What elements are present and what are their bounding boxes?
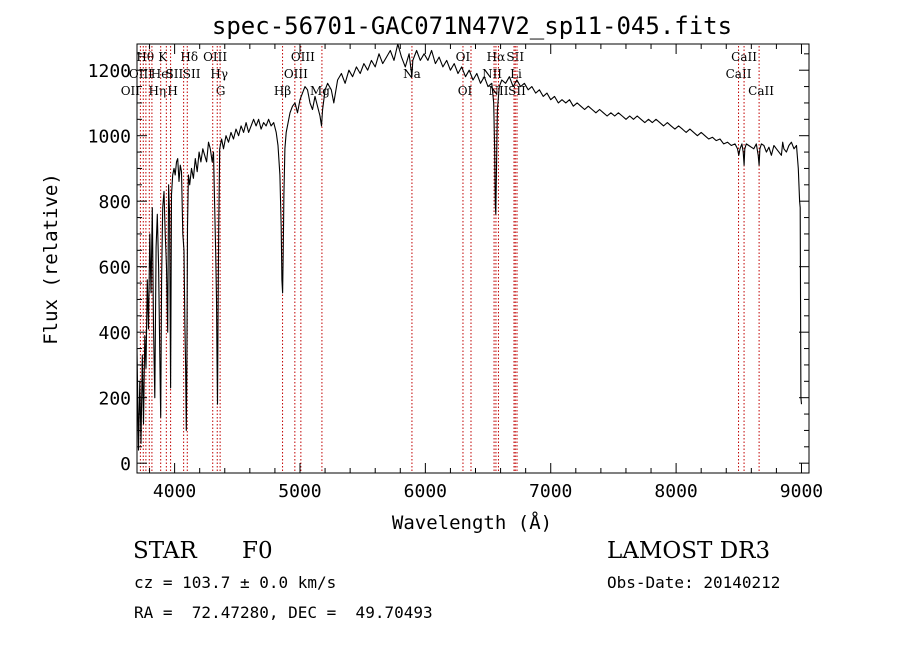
- y-tick-label: 600: [98, 258, 131, 279]
- line-marker-label: Hδ: [180, 50, 198, 64]
- line-marker-label: Hβ: [274, 84, 291, 98]
- x-tick-label: 9000: [780, 481, 823, 502]
- line-marker-label: OIII: [129, 67, 153, 81]
- line-marker-label: Hη: [148, 84, 166, 98]
- axis-ticks: 4000 5000 6000 7000 8000 9000 0 200 400 600 800 100…: [88, 44, 823, 502]
- x-tick-label: 6000: [404, 481, 447, 502]
- line-marker-label: OIII: [203, 50, 227, 64]
- line-markers: OIIHθOIIIHηHeIKSIIHHδSIIGHγOIIIHβOIIIOII…: [121, 46, 774, 473]
- survey-name: LAMOST DR3: [607, 538, 771, 564]
- line-marker-label: G: [216, 84, 226, 98]
- line-marker-label: Li: [510, 67, 522, 81]
- chart-title: spec-56701-GAC071N47V2_sp11-045.fits: [212, 12, 732, 40]
- line-marker-label: SII: [165, 67, 183, 81]
- x-tick-label: 4000: [153, 481, 196, 502]
- line-marker-label: CaII: [731, 50, 757, 64]
- y-tick-label: 0: [120, 454, 131, 475]
- y-tick-label: 1000: [88, 127, 131, 148]
- obs-date: Obs-Date: 20140212: [607, 573, 781, 592]
- line-marker-label: Mg: [310, 84, 330, 98]
- spectrum-line: [136, 43, 803, 451]
- subclass: F0: [242, 538, 273, 564]
- x-axis-label: Wavelength (Å): [392, 511, 552, 534]
- line-marker-label: K: [158, 50, 168, 64]
- line-marker-label: OIII: [284, 67, 308, 81]
- line-marker-label: Hα: [487, 50, 506, 64]
- line-marker-label: Hγ: [210, 67, 228, 81]
- line-marker-label: SII: [183, 67, 201, 81]
- line-marker-label: HeI: [151, 67, 174, 81]
- y-tick-label: 1200: [88, 61, 131, 82]
- object-class: STAR: [133, 538, 197, 564]
- line-marker-label: SII: [508, 84, 526, 98]
- y-tick-label: 800: [98, 192, 131, 213]
- line-marker-label: OI: [456, 50, 471, 64]
- line-marker-label: OII: [121, 84, 141, 98]
- x-tick-label: 7000: [529, 481, 572, 502]
- line-marker-label: CaII: [726, 67, 752, 81]
- line-marker-label: OI: [458, 84, 473, 98]
- y-axis-label: Flux (relative): [40, 173, 62, 345]
- plot-frame: [136, 43, 810, 474]
- y-tick-label: 400: [98, 323, 131, 344]
- y-tick-label: 200: [98, 389, 131, 410]
- x-tick-label: 8000: [654, 481, 697, 502]
- redshift-text: cz = 103.7 ± 0.0 km/s: [134, 573, 337, 592]
- coordinates: RA = 72.47280, DEC = 49.70493: [134, 603, 433, 622]
- line-marker-label: H: [167, 84, 177, 98]
- line-marker-label: SII: [506, 50, 524, 64]
- line-marker-label: NII: [482, 67, 502, 81]
- x-tick-label: 5000: [278, 481, 321, 502]
- line-marker-label: OIII: [291, 50, 315, 64]
- line-marker-label: CaII: [748, 84, 774, 98]
- spectrum-chart: spec-56701-GAC071N47V2_sp11-045.fits OII…: [40, 12, 823, 534]
